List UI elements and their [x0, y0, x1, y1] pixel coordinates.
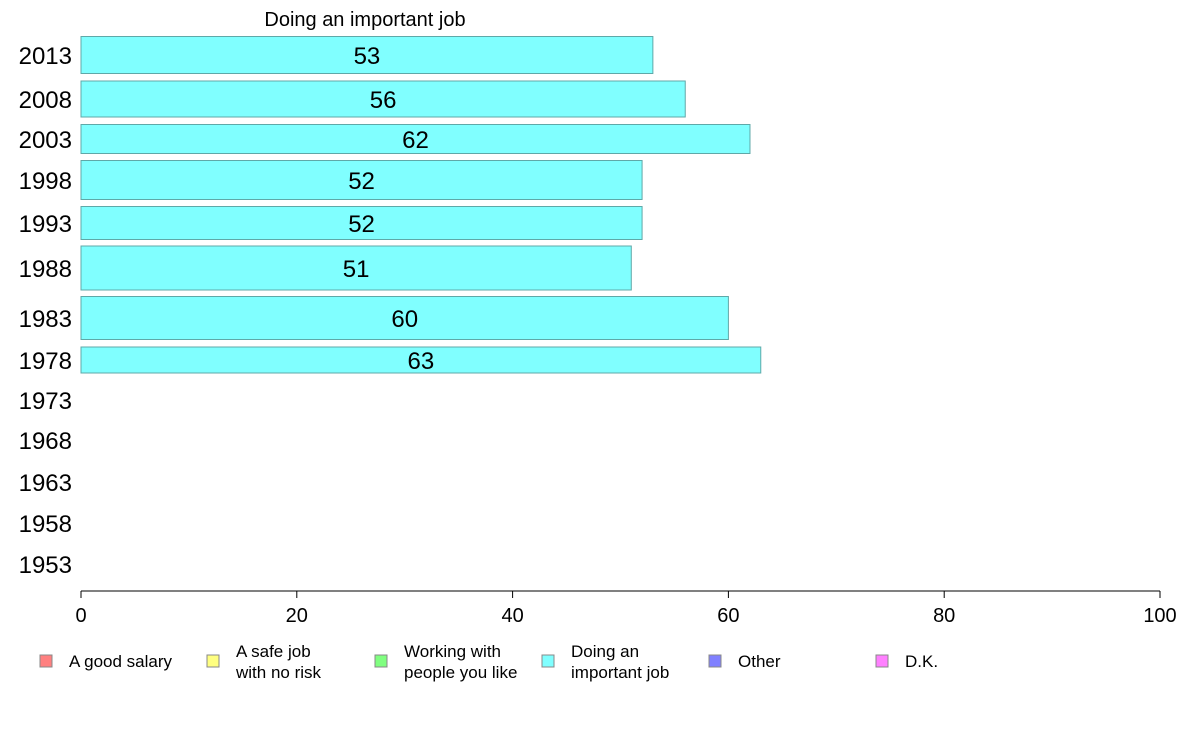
legend-label: Other	[738, 652, 781, 671]
bar-value-label: 52	[348, 211, 375, 238]
bar	[80, 36, 654, 74]
bar	[80, 245, 632, 291]
bar-value-label: 56	[370, 87, 397, 114]
legend: A good salary A safe job with no risk Worki…	[39, 642, 938, 682]
legend-swatch	[374, 654, 388, 668]
x-tick-label: 80	[933, 605, 955, 627]
bar	[80, 160, 643, 200]
legend-swatch	[875, 654, 889, 668]
x-axis: 0 20 40 60 80 100	[75, 590, 1177, 627]
y-tick-label: 2013	[19, 43, 72, 70]
y-tick-label: 1983	[19, 306, 72, 333]
legend-swatch	[708, 654, 722, 668]
y-axis-labels: 2013 2008 2003 1998 1993 1988 1983 1978 1973 1968…	[19, 43, 72, 579]
bar-value-label: 60	[391, 306, 418, 333]
bar	[80, 80, 686, 118]
y-tick-label: 1973	[19, 388, 72, 415]
y-tick-label: 2008	[19, 87, 72, 114]
legend-label: Working with people you like	[404, 642, 517, 682]
x-tick-label: 0	[75, 605, 86, 627]
legend-label: A safe job with no risk	[235, 642, 322, 682]
y-tick-label: 1988	[19, 256, 72, 283]
bar	[80, 124, 751, 154]
y-tick-label: 1958	[19, 511, 72, 538]
y-tick-label: 1963	[19, 470, 72, 497]
chart-title: Doing an important job	[264, 9, 465, 31]
bar-value-label: 62	[402, 127, 429, 154]
legend-swatch	[206, 654, 220, 668]
bar-value-label: 52	[348, 168, 375, 195]
x-tick-label: 60	[717, 605, 739, 627]
y-tick-label: 2003	[19, 127, 72, 154]
legend-label: Doing an important job	[571, 642, 669, 682]
legend-swatch	[39, 654, 53, 668]
bar-value-label: 51	[343, 256, 370, 283]
bar	[80, 346, 762, 374]
y-tick-label: 1953	[19, 552, 72, 579]
bar	[80, 206, 643, 240]
x-tick-label: 100	[1143, 605, 1176, 627]
legend-label: D.K.	[905, 652, 938, 671]
y-tick-label: 1998	[19, 168, 72, 195]
y-tick-label: 1968	[19, 428, 72, 455]
x-tick-label: 40	[501, 605, 523, 627]
bar-value-label: 63	[408, 348, 435, 375]
y-tick-label: 1978	[19, 348, 72, 375]
x-tick-label: 20	[286, 605, 308, 627]
bar-value-label: 53	[354, 43, 381, 70]
bar	[80, 296, 729, 340]
legend-label: A good salary	[69, 652, 173, 671]
legend-swatch	[541, 654, 555, 668]
y-tick-label: 1993	[19, 211, 72, 238]
